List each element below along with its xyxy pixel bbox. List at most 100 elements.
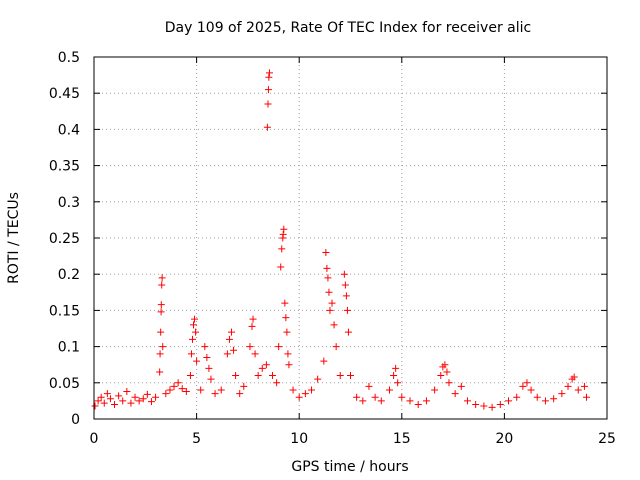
data-point [330, 321, 338, 329]
data-point [201, 343, 209, 351]
data-point [135, 397, 143, 405]
data-point [157, 328, 165, 336]
data-point [325, 288, 333, 296]
data-point [240, 382, 248, 390]
data-point [488, 403, 496, 411]
data-point [328, 299, 336, 307]
x-tick-label: 10 [290, 431, 308, 447]
data-point [570, 373, 578, 381]
data-point [166, 386, 174, 394]
y-tick-label: 0.5 [58, 50, 80, 66]
y-tick-label: 0.05 [49, 376, 80, 392]
data-point [365, 382, 373, 390]
data-point [336, 372, 344, 380]
data-point [385, 386, 393, 394]
data-point [353, 393, 361, 401]
data-point [211, 390, 219, 398]
data-point [182, 387, 190, 395]
data-point [269, 372, 277, 380]
data-point [100, 399, 108, 407]
x-axis-label: GPS time / hours [291, 459, 408, 475]
data-point [472, 401, 480, 409]
data-point [131, 393, 139, 401]
axis-ticks: 0 0.05 0.1 0.15 0.2 0.25 0.3 0.35 0.4 0.45 0.5 0 5 10… [49, 50, 616, 447]
data-point [178, 385, 186, 393]
data-point [254, 372, 262, 380]
data-point [192, 328, 200, 336]
data-point [343, 306, 351, 314]
data-point [574, 386, 582, 394]
data-point [301, 390, 309, 398]
data-point [162, 390, 170, 398]
data-point [152, 393, 160, 401]
data-point [265, 73, 273, 81]
data-point [119, 397, 127, 405]
data-point [205, 364, 213, 372]
data-point [143, 390, 151, 398]
data-point [480, 402, 488, 410]
data-point [273, 379, 281, 387]
data-point [203, 353, 211, 361]
data-point [278, 245, 286, 253]
data-point [264, 100, 272, 108]
data-point [275, 343, 283, 351]
data-point [170, 382, 178, 390]
data-point [283, 328, 291, 336]
data-point [323, 264, 331, 272]
data-point [359, 397, 367, 405]
y-axis-label: ROTI / TECUs [6, 192, 22, 284]
data-point [159, 343, 167, 351]
data-point [264, 86, 272, 94]
data-point [437, 372, 445, 380]
data-point [139, 395, 147, 403]
data-point [451, 390, 459, 398]
data-point [157, 308, 165, 316]
data-point [390, 372, 398, 380]
data-point [246, 343, 254, 351]
data-point [188, 335, 196, 343]
y-tick-label: 0.35 [49, 159, 80, 175]
data-point [111, 401, 119, 409]
y-tick-label: 0.3 [58, 195, 80, 211]
data-point [550, 395, 558, 403]
data-point [103, 390, 111, 398]
chart-title: Day 109 of 2025, Rate Of TEC Index for r… [165, 20, 531, 36]
data-point [322, 248, 330, 256]
data-point [285, 361, 293, 369]
data-point [463, 397, 471, 405]
data-point [186, 372, 194, 380]
data-point [340, 270, 348, 278]
data-point [207, 375, 215, 383]
data-point [158, 274, 166, 282]
data-point [223, 350, 231, 358]
data-point [523, 379, 531, 387]
y-tick-label: 0.4 [58, 122, 80, 138]
data-point [147, 398, 155, 406]
data-point [441, 361, 449, 369]
data-point [156, 368, 164, 376]
data-points [91, 69, 590, 411]
y-tick-label: 0.2 [58, 267, 80, 283]
data-point [564, 382, 572, 390]
data-point [277, 263, 285, 271]
x-tick-label: 15 [393, 431, 411, 447]
data-point [527, 386, 535, 394]
data-point [377, 397, 385, 405]
data-point [236, 390, 244, 398]
data-point [281, 299, 289, 307]
data-point [341, 281, 349, 289]
data-point [541, 397, 549, 405]
data-point [230, 346, 238, 354]
data-point [187, 350, 195, 358]
data-point [115, 392, 123, 400]
y-tick-label: 0.15 [49, 303, 80, 319]
y-tick-label: 0.45 [49, 86, 80, 102]
data-point [158, 281, 166, 289]
data-point [197, 386, 205, 394]
data-point [284, 350, 292, 358]
data-point [344, 328, 352, 336]
data-point [97, 393, 105, 401]
grid [94, 57, 607, 419]
data-point [251, 350, 259, 358]
